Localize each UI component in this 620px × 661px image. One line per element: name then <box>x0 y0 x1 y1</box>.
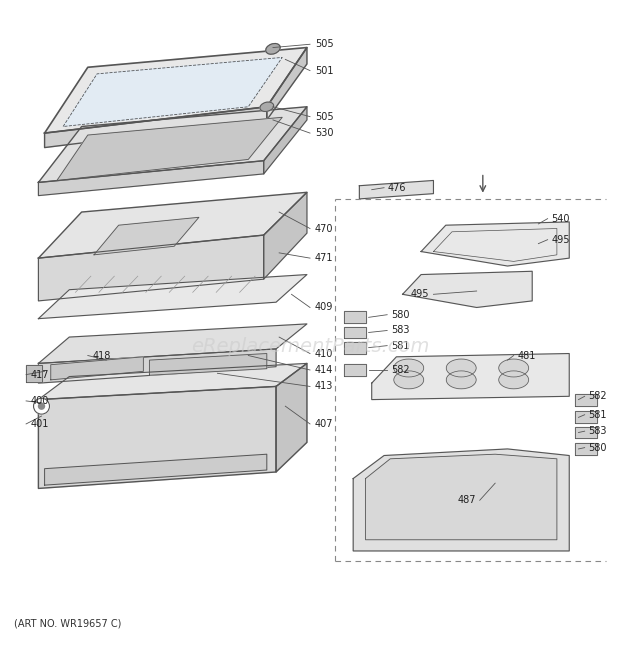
Text: 481: 481 <box>518 350 536 360</box>
Text: 413: 413 <box>315 381 334 391</box>
Polygon shape <box>38 349 276 383</box>
Text: 581: 581 <box>391 340 410 350</box>
Polygon shape <box>51 357 143 380</box>
Ellipse shape <box>266 44 280 54</box>
Text: 495: 495 <box>411 290 430 299</box>
Polygon shape <box>38 107 307 182</box>
Text: 540: 540 <box>552 214 570 223</box>
Bar <box>344 327 366 338</box>
Polygon shape <box>149 354 267 375</box>
Bar <box>575 393 597 406</box>
Ellipse shape <box>498 359 529 377</box>
Text: 400: 400 <box>31 396 50 406</box>
Text: eReplacementParts.com: eReplacementParts.com <box>191 338 429 356</box>
Ellipse shape <box>260 102 273 112</box>
Polygon shape <box>38 274 307 319</box>
Polygon shape <box>267 48 307 120</box>
Polygon shape <box>38 192 307 258</box>
Polygon shape <box>264 192 307 279</box>
Text: 476: 476 <box>388 182 407 193</box>
Text: 409: 409 <box>315 303 334 313</box>
Text: 418: 418 <box>93 350 111 360</box>
Text: 580: 580 <box>391 310 410 320</box>
Polygon shape <box>45 454 267 485</box>
Text: 505: 505 <box>315 39 334 50</box>
Polygon shape <box>38 235 264 301</box>
Text: 417: 417 <box>31 369 50 379</box>
Text: 580: 580 <box>588 443 607 453</box>
Polygon shape <box>63 58 282 126</box>
Ellipse shape <box>394 371 423 389</box>
Bar <box>344 364 366 376</box>
Text: 487: 487 <box>458 495 476 505</box>
Text: 401: 401 <box>31 419 50 429</box>
Ellipse shape <box>446 371 476 389</box>
Polygon shape <box>38 387 276 488</box>
Polygon shape <box>45 107 267 147</box>
Bar <box>575 426 597 438</box>
Text: 582: 582 <box>588 391 607 401</box>
Polygon shape <box>45 48 307 133</box>
Bar <box>344 342 366 354</box>
Text: 414: 414 <box>315 365 334 375</box>
Polygon shape <box>402 271 532 307</box>
Circle shape <box>38 403 45 409</box>
Polygon shape <box>276 364 307 472</box>
Polygon shape <box>353 449 569 551</box>
Text: 530: 530 <box>315 128 334 138</box>
Text: 407: 407 <box>315 419 334 429</box>
Text: 583: 583 <box>588 426 607 436</box>
Polygon shape <box>366 454 557 540</box>
Text: 471: 471 <box>315 253 334 263</box>
Ellipse shape <box>446 359 476 377</box>
Ellipse shape <box>498 371 529 389</box>
Text: 505: 505 <box>315 112 334 122</box>
Polygon shape <box>264 107 307 174</box>
Polygon shape <box>38 161 264 196</box>
Text: 501: 501 <box>315 65 334 75</box>
Text: 582: 582 <box>391 365 410 375</box>
Polygon shape <box>38 364 307 400</box>
Bar <box>344 311 366 323</box>
Polygon shape <box>94 217 199 255</box>
Ellipse shape <box>394 359 423 377</box>
Polygon shape <box>38 324 307 364</box>
Text: 470: 470 <box>315 223 334 233</box>
Bar <box>575 443 597 455</box>
Bar <box>575 411 597 423</box>
Circle shape <box>33 398 50 414</box>
Text: 495: 495 <box>552 235 570 245</box>
Polygon shape <box>421 222 569 266</box>
Polygon shape <box>57 117 282 180</box>
Text: 410: 410 <box>315 348 334 358</box>
Text: 583: 583 <box>391 325 410 336</box>
Polygon shape <box>360 180 433 199</box>
Text: (ART NO. WR19657 C): (ART NO. WR19657 C) <box>14 618 121 629</box>
Text: 581: 581 <box>588 410 607 420</box>
Polygon shape <box>372 354 569 400</box>
Bar <box>26 366 42 382</box>
